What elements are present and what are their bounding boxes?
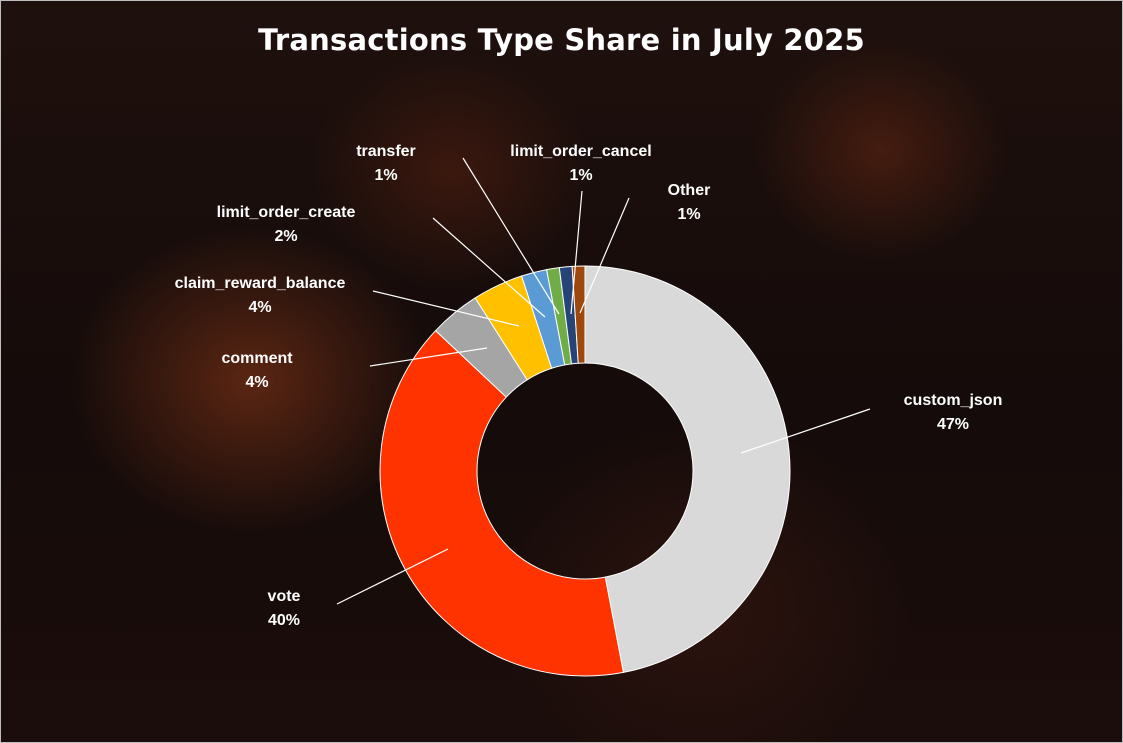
- data-label-limit-order-cancel: limit_order_cancel: [510, 143, 651, 160]
- leader-line-other: [579, 197, 630, 314]
- data-label-vote: vote: [268, 588, 301, 605]
- leader-line-limit-order-cancel: [570, 190, 583, 315]
- slice-vote: [379, 329, 624, 677]
- leader-line-vote: [336, 548, 449, 605]
- data-label-custom-json: custom_json: [904, 392, 1003, 409]
- data-label-claim-reward-balance: claim_reward_balance: [175, 275, 346, 292]
- data-value-limit-order-cancel: 1%: [569, 167, 592, 184]
- slice-custom-json: [584, 265, 791, 673]
- chart-title: Transactions Type Share in July 2025: [258, 23, 865, 57]
- data-value-transfer: 1%: [374, 167, 397, 184]
- leader-line-comment: [369, 347, 488, 367]
- slice-other: [571, 265, 586, 364]
- data-value-claim-reward-balance: 4%: [248, 299, 271, 316]
- data-value-custom-json: 47%: [937, 416, 969, 433]
- data-value-other: 1%: [677, 206, 700, 223]
- leader-line-claim-reward-balance: [372, 290, 520, 327]
- data-label-other: Other: [668, 182, 711, 199]
- leader-line-transfer: [462, 157, 560, 315]
- leader-line-custom-json: [740, 408, 871, 454]
- data-label-limit-order-create: limit_order_create: [217, 204, 356, 221]
- data-label-transfer: transfer: [356, 143, 416, 160]
- data-value-vote: 40%: [268, 612, 300, 629]
- leader-line-limit-order-create: [432, 217, 546, 318]
- data-label-comment: comment: [221, 350, 293, 367]
- data-value-comment: 4%: [245, 374, 268, 391]
- data-value-limit-order-create: 2%: [274, 228, 297, 245]
